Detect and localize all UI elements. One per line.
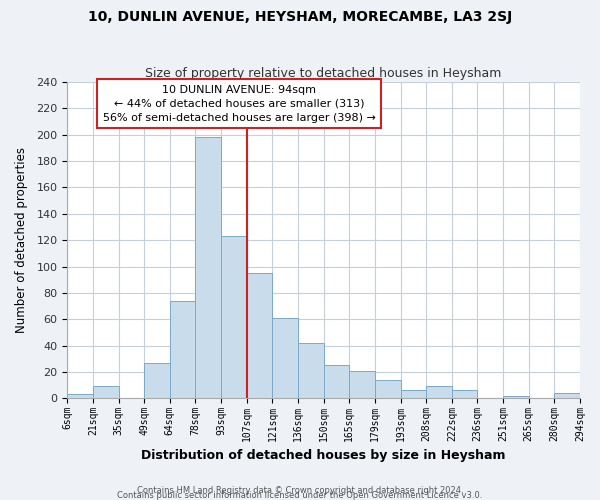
Text: Contains HM Land Registry data © Crown copyright and database right 2024.: Contains HM Land Registry data © Crown c… [137, 486, 463, 495]
Bar [170, 301, 196, 398]
Bar [426, 386, 452, 398]
Text: 10, DUNLIN AVENUE, HEYSHAM, MORECAMBE, LA3 2SJ: 10, DUNLIN AVENUE, HEYSHAM, MORECAMBE, L… [88, 10, 512, 24]
Bar [196, 138, 221, 398]
Bar [452, 390, 478, 398]
Title: Size of property relative to detached houses in Heysham: Size of property relative to detached ho… [145, 66, 502, 80]
Bar [401, 390, 426, 398]
Bar [349, 370, 375, 398]
Bar [298, 343, 323, 398]
Bar [323, 366, 349, 398]
Y-axis label: Number of detached properties: Number of detached properties [15, 147, 28, 333]
Text: Contains public sector information licensed under the Open Government Licence v3: Contains public sector information licen… [118, 491, 482, 500]
Bar [144, 362, 170, 398]
Bar [503, 396, 529, 398]
Bar [247, 273, 272, 398]
Bar [221, 236, 247, 398]
Bar [93, 386, 119, 398]
Bar [67, 394, 93, 398]
Bar [375, 380, 401, 398]
Bar [554, 393, 580, 398]
X-axis label: Distribution of detached houses by size in Heysham: Distribution of detached houses by size … [142, 450, 506, 462]
Bar [272, 318, 298, 398]
Text: 10 DUNLIN AVENUE: 94sqm
← 44% of detached houses are smaller (313)
56% of semi-d: 10 DUNLIN AVENUE: 94sqm ← 44% of detache… [103, 84, 376, 122]
